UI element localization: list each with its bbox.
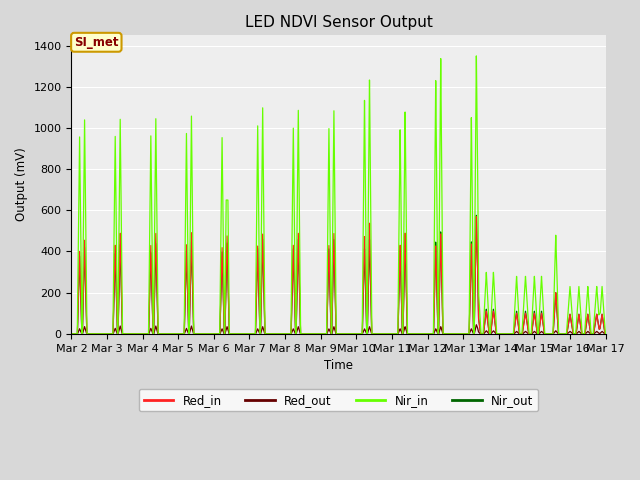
Y-axis label: Output (mV): Output (mV) (15, 148, 28, 221)
Red_in (268, 331, 275, 336)
Red_out (412, 331, 420, 336)
Red_in (412, 331, 420, 336)
Red_out (600, 330, 607, 336)
Nir_out (176, 331, 184, 336)
Red_in (600, 323, 607, 329)
Red_out (68, 331, 76, 336)
Red_in (182, 273, 189, 278)
Red_out (472, 322, 480, 328)
Nir_in (176, 331, 184, 336)
Line: Nir_out: Nir_out (72, 216, 605, 334)
Red_out (182, 327, 189, 333)
Text: SI_met: SI_met (74, 36, 118, 49)
Red_in (488, 320, 496, 325)
Nir_in (182, 196, 189, 202)
Nir_in (68, 331, 76, 336)
Nir_in (268, 331, 275, 336)
Red_out (176, 331, 184, 336)
Nir_out (472, 213, 480, 218)
Nir_out (412, 331, 420, 336)
Nir_in (412, 331, 420, 336)
Title: LED NDVI Sensor Output: LED NDVI Sensor Output (244, 15, 433, 30)
Legend: Red_in, Red_out, Nir_in, Nir_out: Red_in, Red_out, Nir_in, Nir_out (139, 389, 538, 411)
Red_out (268, 331, 275, 336)
Red_in (602, 331, 609, 336)
Nir_out (488, 319, 496, 324)
Nir_in (488, 297, 496, 303)
Nir_in (600, 309, 607, 314)
Nir_out (268, 331, 275, 336)
Line: Red_out: Red_out (72, 325, 605, 334)
Red_in (176, 331, 184, 336)
Nir_out (602, 331, 609, 336)
Nir_out (600, 323, 607, 329)
Red_out (602, 331, 609, 336)
Line: Nir_in: Nir_in (72, 56, 605, 334)
Nir_in (602, 331, 609, 336)
X-axis label: Time: Time (324, 359, 353, 372)
Nir_out (182, 276, 189, 282)
Nir_out (68, 331, 76, 336)
Red_out (488, 330, 496, 336)
Line: Red_in: Red_in (72, 217, 605, 334)
Red_in (472, 214, 480, 220)
Red_in (68, 331, 76, 336)
Nir_in (472, 53, 480, 59)
